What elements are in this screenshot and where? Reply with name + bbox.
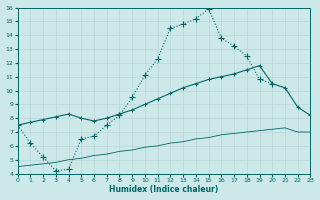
- X-axis label: Humidex (Indice chaleur): Humidex (Indice chaleur): [109, 185, 219, 194]
